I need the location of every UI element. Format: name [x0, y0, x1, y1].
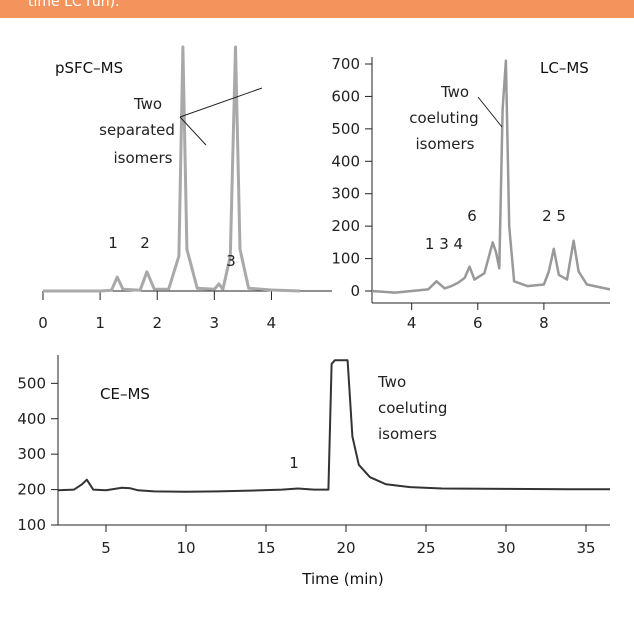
- lc-y-tick-label: 700: [331, 55, 360, 73]
- lc-y-tick-label: 300: [331, 185, 360, 203]
- ce-title: CE–MS: [100, 385, 150, 403]
- lc-annot-leader: [477, 96, 503, 128]
- psfc-annot-line1: Two: [133, 95, 162, 113]
- ce-x-tick-label: 15: [256, 539, 275, 557]
- ce-x-tick-label: 20: [336, 539, 355, 557]
- lc-title: LC–MS: [540, 59, 589, 77]
- lc-y-tick-label: 500: [331, 120, 360, 138]
- psfc-x-ticks: 0 1 2 3 4: [38, 291, 276, 332]
- ce-y-tick-label: 100: [17, 516, 46, 534]
- ce-x-tick-label: 25: [416, 539, 435, 557]
- lc-annot-line3: isomers: [416, 135, 475, 153]
- ce-y-tick-label: 300: [17, 445, 46, 463]
- lc-y-tick-label: 0: [350, 282, 360, 300]
- psfc-peak-label-1: 1: [108, 234, 118, 252]
- header-banner: time LC run).: [0, 0, 634, 18]
- psfc-trace: [43, 45, 301, 293]
- lc-x-tick-label: 4: [407, 314, 417, 332]
- psfc-annot-leader-1: [179, 116, 207, 146]
- lc-y-tick-label: 100: [331, 250, 360, 268]
- psfc-x-tick-label: 2: [152, 314, 162, 332]
- psfc-annot-line2: separated: [99, 121, 175, 139]
- ce-trace: [57, 359, 610, 493]
- lc-x-tick-label: 6: [473, 314, 483, 332]
- ce-x-tick-label: 5: [101, 539, 111, 557]
- ce-annot-line1: Two: [377, 373, 406, 391]
- ce-y-tick-label: 200: [17, 481, 46, 499]
- lc-peak-labels-25: 2 5: [542, 207, 566, 225]
- banner-text: time LC run).: [28, 0, 120, 10]
- ce-peak-label-1: 1: [289, 454, 299, 472]
- psfc-x-tick-label: 0: [38, 314, 48, 332]
- lc-trace: [371, 59, 611, 294]
- lc-annot-line1: Two: [440, 83, 469, 101]
- ce-x-tick-label: 30: [496, 539, 515, 557]
- psfc-x-tick-label: 4: [267, 314, 277, 332]
- psfc-annot-leader-2: [179, 87, 263, 118]
- ce-x-ticks: 5 10 15 20 25 30 35: [101, 525, 596, 557]
- lc-peak-label-6: 6: [467, 207, 477, 225]
- psfc-peak-label-2: 2: [140, 234, 150, 252]
- psfc-title: pSFC–MS: [55, 59, 123, 77]
- lc-x-ticks: 4 6 8: [407, 303, 549, 332]
- lc-annot-line2: coeluting: [409, 109, 478, 127]
- ce-x-tick-label: 10: [176, 539, 195, 557]
- ce-x-tick-label: 35: [576, 539, 595, 557]
- lc-x-tick-label: 8: [539, 314, 549, 332]
- ce-y-tick-label: 500: [17, 374, 46, 392]
- psfc-x-tick-label: 3: [210, 314, 220, 332]
- panel-lc: 4 6 8 0 100 200 300 400 500 600 700 LC–MS Two coe…: [331, 55, 611, 332]
- ce-y-ticks: 100 200 300 400 500: [17, 374, 58, 534]
- lc-y-tick-label: 200: [331, 217, 360, 235]
- lc-y-tick-label: 600: [331, 87, 360, 105]
- lc-peak-labels-134: 1 3 4: [425, 235, 463, 253]
- ce-y-tick-label: 400: [17, 410, 46, 428]
- lc-y-tick-label: 400: [331, 152, 360, 170]
- ce-annot-line2: coeluting: [378, 399, 447, 417]
- lc-y-ticks: 0 100 200 300 400 500 600 700: [331, 55, 372, 300]
- psfc-x-tick-label: 1: [95, 314, 105, 332]
- psfc-peak-label-3: 3: [226, 252, 236, 270]
- ce-annot-line3: isomers: [378, 425, 437, 443]
- ce-x-axis-label: Time (min): [301, 570, 383, 588]
- psfc-annot-line3: isomers: [114, 149, 173, 167]
